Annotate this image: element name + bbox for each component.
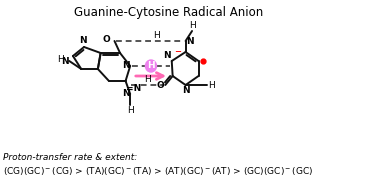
Text: N: N [182, 86, 189, 95]
Text: H: H [147, 61, 155, 70]
Text: H: H [144, 75, 151, 84]
Text: O: O [157, 81, 164, 90]
Text: Guanine-Cytosine Radical Anion: Guanine-Cytosine Radical Anion [75, 6, 264, 19]
Text: N: N [61, 57, 68, 66]
Text: N: N [163, 51, 171, 60]
Text: N: N [186, 36, 194, 46]
Text: H: H [189, 21, 195, 30]
Text: H: H [127, 106, 134, 115]
Text: Proton-transfer rate & extent:: Proton-transfer rate & extent: [3, 153, 137, 162]
Text: N: N [121, 61, 129, 70]
Text: O: O [102, 35, 110, 43]
Text: −: − [174, 47, 182, 56]
Circle shape [145, 60, 156, 72]
Text: =N: =N [127, 84, 142, 93]
Text: N: N [79, 36, 87, 45]
Text: H: H [57, 56, 63, 64]
Text: H: H [153, 31, 160, 40]
Text: (CG)(GC)$^-$(CG) > (TA)(GC)$^-$(TA) > (AT)(GC)$^-$(AT) > (GC)(GC)$^-$(GC): (CG)(GC)$^-$(CG) > (TA)(GC)$^-$(TA) > (A… [3, 165, 313, 177]
Text: H: H [208, 81, 214, 90]
Text: N: N [121, 90, 129, 98]
